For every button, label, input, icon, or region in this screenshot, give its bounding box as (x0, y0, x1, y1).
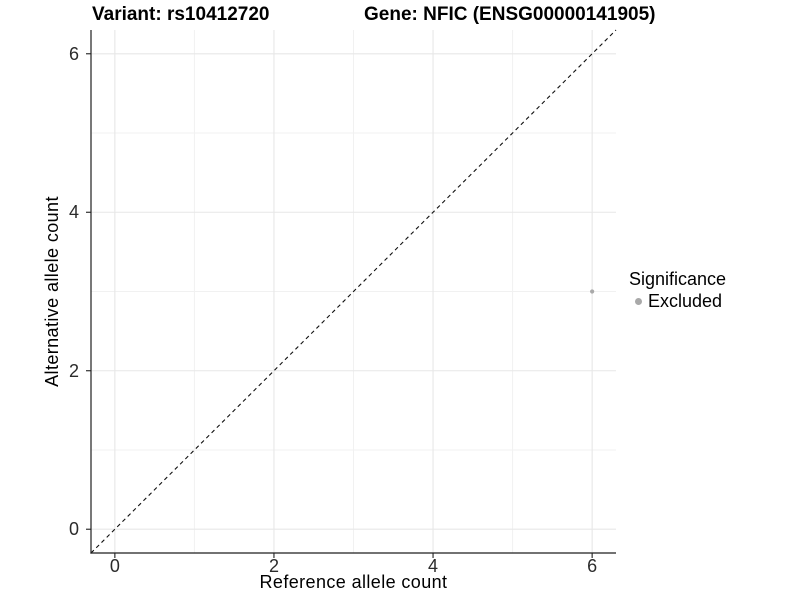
identity-line (90, 29, 617, 554)
plot-title-variant: Variant: rs10412720 (92, 4, 270, 25)
legend-point-icon (635, 297, 642, 305)
legend-entry-excluded: Excluded (635, 291, 726, 311)
legend: Significance Excluded (629, 269, 726, 311)
legend-entry-label: Excluded (648, 290, 723, 311)
legend-entries: Excluded (629, 291, 726, 311)
legend-title: Significance (629, 269, 727, 289)
x-axis-title: Reference allele count (259, 572, 448, 592)
data-point (590, 289, 595, 294)
plot-title-gene: Gene: NFIC (ENSG00000141905) (364, 4, 656, 25)
